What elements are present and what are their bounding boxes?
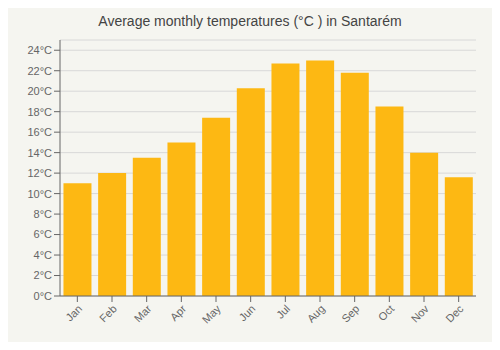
svg-text:Jul: Jul <box>274 302 292 320</box>
svg-text:Dec: Dec <box>443 302 466 325</box>
svg-text:Mar: Mar <box>132 302 154 324</box>
svg-text:24°C: 24°C <box>27 44 52 56</box>
svg-text:Feb: Feb <box>97 302 119 324</box>
svg-text:8°C: 8°C <box>34 208 53 220</box>
svg-text:Sep: Sep <box>339 302 361 324</box>
svg-text:18°C: 18°C <box>27 106 52 118</box>
svg-text:Oct: Oct <box>376 302 397 323</box>
svg-text:22°C: 22°C <box>27 65 52 77</box>
svg-text:14°C: 14°C <box>27 147 52 159</box>
svg-text:May: May <box>200 302 224 326</box>
svg-text:Jun: Jun <box>237 302 258 323</box>
svg-text:4°C: 4°C <box>34 249 53 261</box>
svg-text:Jan: Jan <box>63 302 84 323</box>
svg-text:Aug: Aug <box>305 302 327 324</box>
svg-text:Nov: Nov <box>409 302 432 325</box>
html-text:Average monthly temperatures (: Average monthly temperatures (°C ) in Sa… <box>98 13 402 29</box>
svg-text:2°C: 2°C <box>34 269 53 281</box>
svg-text:10°C: 10°C <box>27 188 52 200</box>
svg-text:16°C: 16°C <box>27 126 52 138</box>
svg-text:Apr: Apr <box>168 302 189 323</box>
svg-text:12°C: 12°C <box>27 167 52 179</box>
svg-text:0°C: 0°C <box>34 290 53 302</box>
svg-text:6°C: 6°C <box>34 228 53 240</box>
svg-text:20°C: 20°C <box>27 85 52 97</box>
